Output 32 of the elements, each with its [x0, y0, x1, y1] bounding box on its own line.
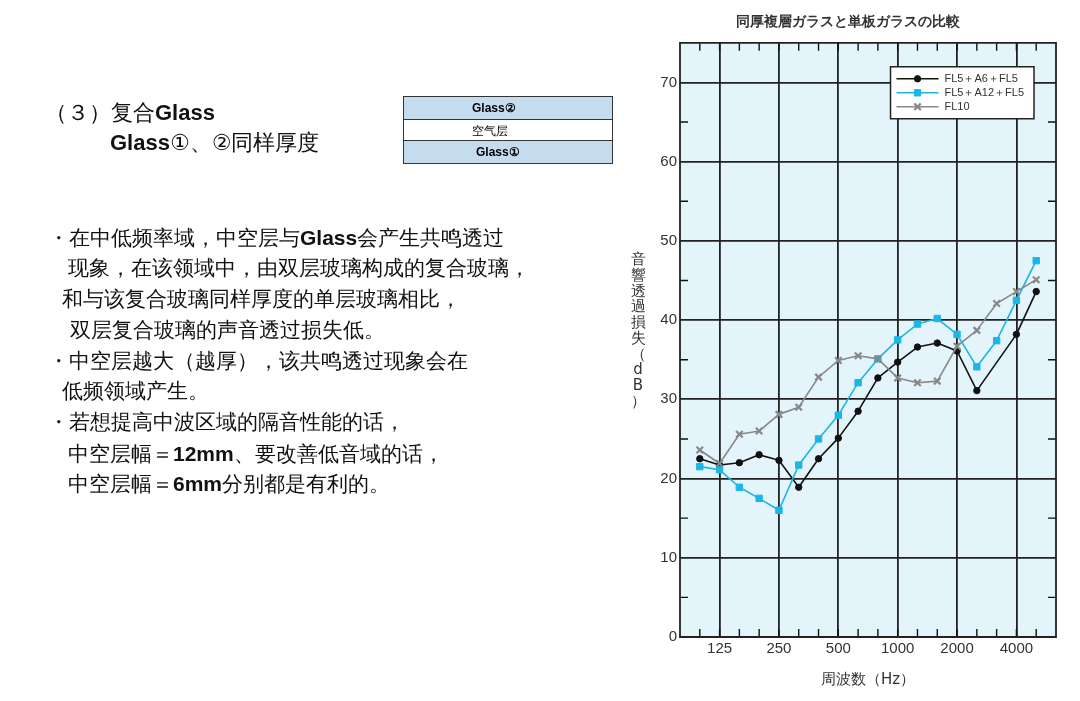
text: 音響透過損失（dB） [630, 250, 646, 410]
x-tick-label: 125 [707, 639, 733, 657]
text: 双层复合玻璃的声音透过损失低。 [70, 318, 385, 342]
text: 中空层幅＝6mm分别都是有利的。 [68, 472, 391, 496]
text: ・若想提高中波区域的隔音性能的话， [48, 410, 405, 434]
glass-layers-diagram: Glass② 空气层 Glass① [403, 96, 613, 164]
y-tick-label: 40 [660, 310, 677, 328]
x-tick-label: 2000 [940, 639, 974, 657]
text: （３）复合Glass [45, 100, 215, 125]
text: ・中空层越大（越厚），该共鸣透过现象会在 [48, 349, 468, 373]
text: 低频领域产生。 [62, 379, 209, 403]
y-tick-label: 70 [660, 72, 677, 90]
y-tick-label: 10 [660, 547, 677, 565]
text: ・在中低频率域，中空层与Glass会产生共鸣透过 [48, 226, 505, 250]
x-tick-label: 250 [766, 639, 792, 657]
x-tick-label: 1000 [881, 639, 915, 657]
text: 现象，在该领域中，由双层玻璃构成的复合玻璃， [68, 256, 530, 280]
legend-label: FL10 [944, 99, 970, 112]
chart-title: 同厚複層ガラスと単板ガラスの比較 [736, 13, 961, 30]
x-tick-label: 500 [825, 639, 851, 657]
x-axis-title: 周波数（Hz） [821, 670, 916, 689]
y-tick-label: 60 [660, 151, 677, 169]
legend-label: FL5＋A6＋FL5 [944, 71, 1018, 84]
x-tick-label: 4000 [999, 639, 1034, 657]
y-tick-label: 50 [660, 231, 677, 249]
y-tick-label: 20 [660, 468, 677, 486]
y-tick-label: 0 [668, 627, 677, 645]
text: 中空层幅＝12mm、要改善低音域的话， [68, 442, 444, 466]
text: Glass①、②同样厚度 [110, 130, 320, 155]
text: 和与该复合玻璃同样厚度的单层玻璃相比， [62, 287, 461, 311]
y-tick-label: 30 [660, 389, 677, 407]
legend-label: FL5＋A12＋FL5 [944, 85, 1024, 98]
